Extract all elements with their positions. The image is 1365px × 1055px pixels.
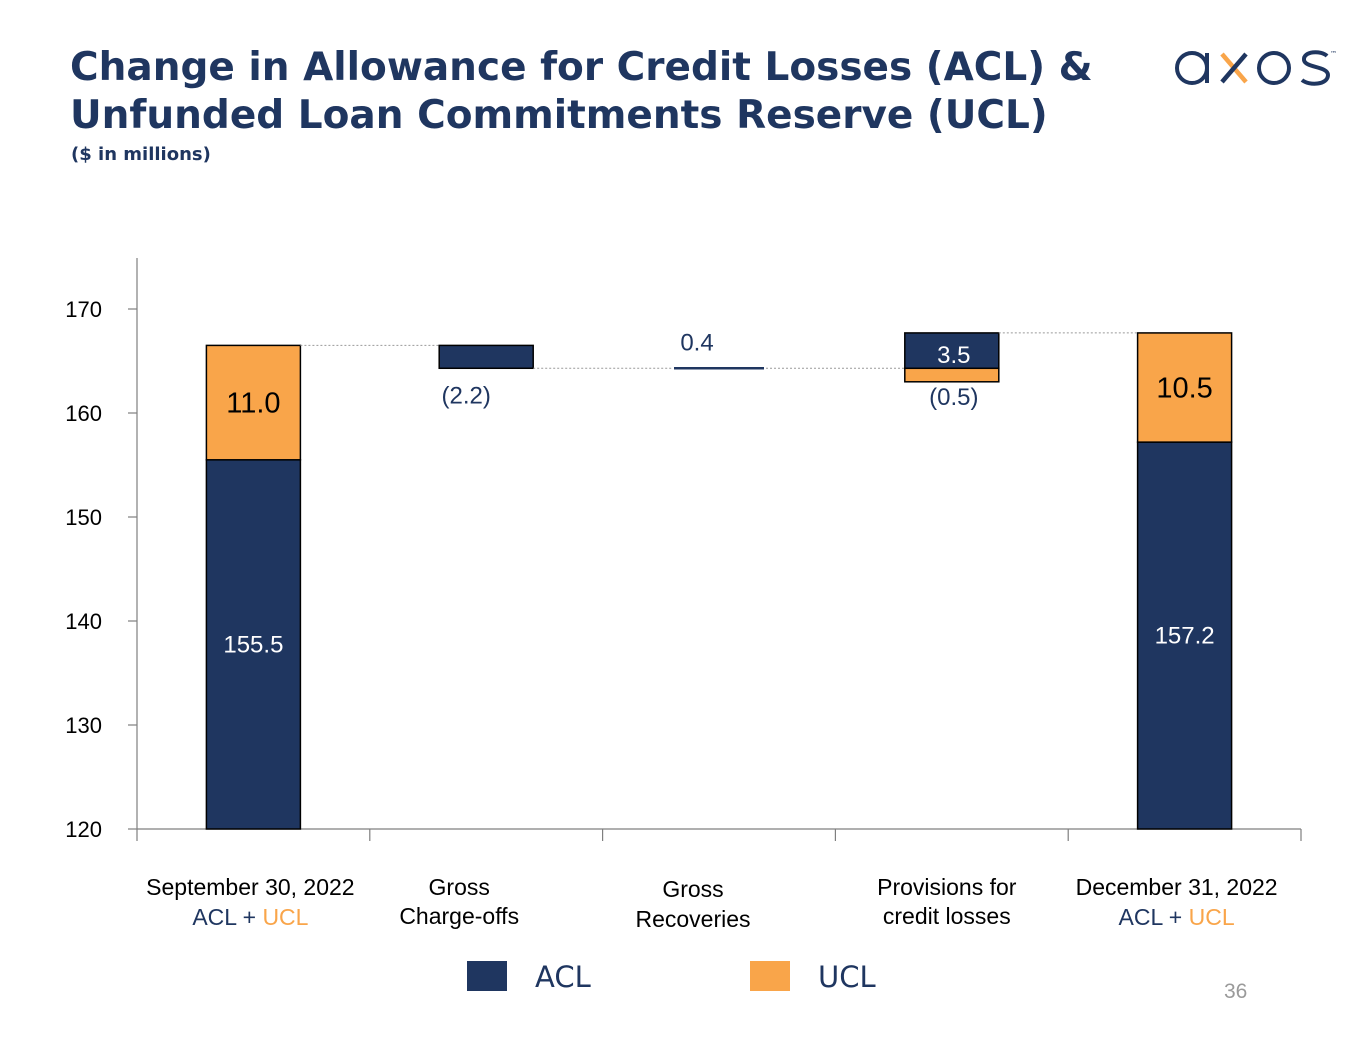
title-line-2: Unfunded Loan Commitments Reserve (UCL) xyxy=(70,93,1048,138)
data-label-provisions-ucl: (0.5) xyxy=(929,384,978,411)
category-label-line-1: Gross xyxy=(429,874,490,900)
y-tick-label: 140 xyxy=(65,609,102,634)
bar-acl-sep-30 xyxy=(205,459,302,830)
logo-letter-x-stroke-2 xyxy=(1220,52,1248,84)
data-label-ucl-dec-31: 10.5 xyxy=(1156,373,1212,405)
category-plus: + xyxy=(236,904,262,930)
data-label-recoveries: 0.4 xyxy=(680,329,713,356)
category-label-line-2: Charge-offs xyxy=(399,903,519,929)
data-label-acl-sep-30: 155.5 xyxy=(223,631,283,658)
legend-label-acl: ACL xyxy=(535,960,591,994)
logo-trademark: ™ xyxy=(1330,50,1337,58)
page-subtitle: ($ in millions) xyxy=(71,144,211,165)
data-label-acl-dec-31: 157.2 xyxy=(1155,623,1215,650)
logo-letter-s xyxy=(1300,50,1331,86)
category-label-line-2: credit losses xyxy=(883,903,1011,929)
category-label-line-1: September 30, 2022 xyxy=(146,874,354,900)
category-label-line-1: Provisions for xyxy=(877,874,1017,900)
category-acl-tag: ACL xyxy=(192,904,237,930)
page-title: Change in Allowance for Credit Losses (A… xyxy=(70,44,1093,140)
category-plus: + xyxy=(1162,904,1188,930)
page-number: 36 xyxy=(1224,980,1248,1003)
bar-gross-charge-offs xyxy=(438,344,534,370)
data-label-ucl-sep-30: 11.0 xyxy=(226,388,280,420)
category-label-line-2: ACL + UCL xyxy=(192,904,308,930)
bar-ucl-dec-31 xyxy=(1136,332,1233,443)
y-tick-label: 130 xyxy=(65,713,102,738)
data-label-provisions-acl: 3.5 xyxy=(937,342,970,369)
logo-letter-o xyxy=(1257,51,1291,85)
bar-provisions-acl xyxy=(904,332,1000,370)
category-label-line-1: December 31, 2022 xyxy=(1076,874,1278,900)
data-label-charge-offs: (2.2) xyxy=(442,382,491,409)
bar-ucl-sep-30 xyxy=(205,344,302,461)
y-tick-label: 150 xyxy=(65,505,102,530)
title-line-1: Change in Allowance for Credit Losses (A… xyxy=(70,45,1093,90)
legend-swatch-acl xyxy=(467,961,507,991)
y-tick-label: 160 xyxy=(65,401,102,426)
category-ucl-tag: UCL xyxy=(262,904,308,930)
y-tick-label: 170 xyxy=(65,297,102,322)
category-acl-tag: ACL xyxy=(1119,904,1164,930)
legend-label-ucl: UCL xyxy=(818,960,876,994)
category-ucl-tag: UCL xyxy=(1189,904,1235,930)
bar-acl-dec-31 xyxy=(1136,441,1233,830)
category-label-line-2: Recoveries xyxy=(635,906,750,932)
y-tick-label: 120 xyxy=(65,817,102,842)
category-label-line-1: Gross xyxy=(662,876,723,902)
axos-logo: axos ™ xyxy=(1175,50,1337,86)
bar-provisions-ucl xyxy=(904,367,1000,383)
category-label-line-2: ACL + UCL xyxy=(1119,904,1235,930)
legend-swatch-ucl xyxy=(750,961,790,991)
